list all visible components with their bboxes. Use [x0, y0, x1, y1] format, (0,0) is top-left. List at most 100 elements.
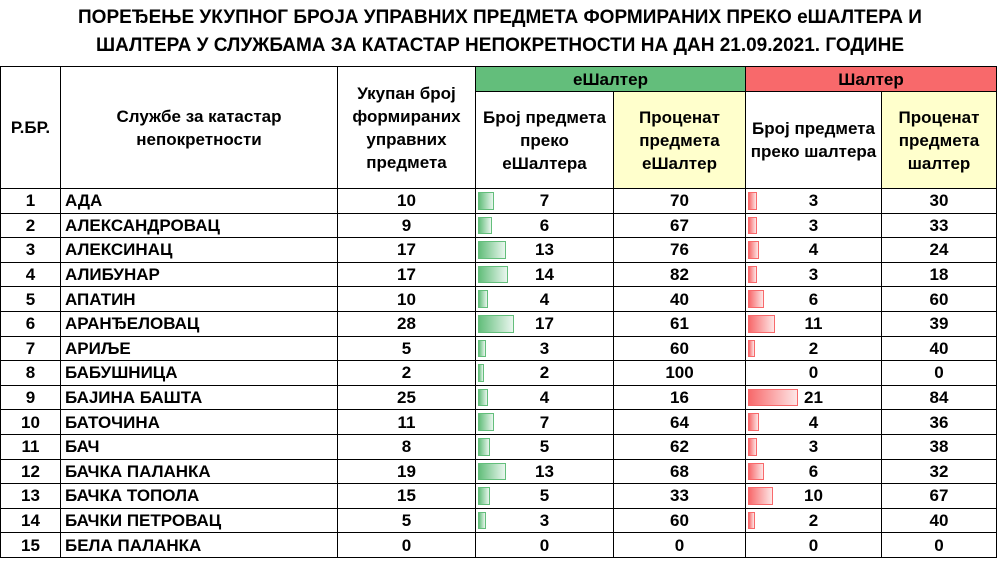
- row-e-count: 7: [475, 188, 614, 214]
- row-e-count-value: 6: [539, 215, 550, 235]
- row-s-pct: 84: [881, 384, 997, 411]
- shalter-data-bar: [748, 462, 764, 481]
- shalter-data-bar: [748, 511, 755, 530]
- row-e-count: 14: [475, 261, 614, 288]
- row-rbr: 11: [0, 433, 61, 460]
- row-s-count: 3: [745, 188, 882, 214]
- table-row: 15 БЕЛА ПАЛАНКА 0 0 0 0 0: [0, 532, 997, 558]
- row-s-count-value: 2: [808, 338, 819, 358]
- row-total: 2: [337, 360, 476, 386]
- shalter-data-bar: [748, 314, 776, 333]
- table-row: 13 БАЧКА ТОПОЛА 15 5 33 10 67: [0, 483, 997, 509]
- table-row: 11 БАЧ 8 5 62 3 38: [0, 433, 997, 460]
- row-total: 19: [337, 458, 476, 485]
- row-s-count-value: 4: [808, 240, 819, 260]
- header-eshalter-group: еШалтер: [475, 66, 746, 92]
- row-e-pct: 60: [613, 507, 746, 534]
- row-s-count-value: 2: [808, 511, 819, 531]
- row-s-pct: 40: [881, 507, 997, 534]
- row-s-count-value: 6: [808, 461, 819, 481]
- row-e-count: 17: [475, 310, 614, 337]
- shalter-data-bar: [748, 339, 755, 358]
- row-s-count-value: 11: [804, 314, 823, 334]
- row-total: 0: [337, 532, 476, 558]
- row-s-pct: 60: [881, 286, 997, 312]
- row-e-count-value: 7: [539, 412, 550, 432]
- row-total: 10: [337, 286, 476, 312]
- shalter-data-bar: [748, 290, 764, 308]
- row-s-pct: 38: [881, 433, 997, 460]
- row-e-count: 7: [475, 409, 614, 435]
- row-service-name: АЛЕКСИНАЦ: [60, 237, 338, 263]
- header-s-count: Број предмета преко шалтера: [745, 91, 882, 189]
- row-e-count-value: 4: [539, 388, 550, 408]
- row-s-count: 6: [745, 286, 882, 312]
- shalter-data-bar: [748, 241, 760, 259]
- row-rbr: 6: [0, 310, 61, 337]
- row-e-count: 4: [475, 286, 614, 312]
- table-row: 9 БАЈИНА БАШТА 25 4 16 21 84: [0, 384, 997, 411]
- eshalter-data-bar: [478, 314, 514, 333]
- table-row: 6 АРАНЂЕЛОВАЦ 28 17 61 11 39: [0, 310, 997, 337]
- eshalter-data-bar: [478, 511, 486, 530]
- row-rbr: 10: [0, 409, 61, 435]
- table-row: 14 БАЧКИ ПЕТРОВАЦ 5 3 60 2 40: [0, 507, 997, 534]
- row-total: 17: [337, 261, 476, 288]
- row-rbr: 14: [0, 507, 61, 534]
- row-service-name: БАЧКИ ПЕТРОВАЦ: [60, 507, 338, 534]
- eshalter-data-bar: [478, 339, 486, 358]
- row-e-count-value: 17: [535, 314, 554, 334]
- row-e-count-value: 5: [539, 437, 550, 457]
- row-e-pct: 70: [613, 188, 746, 214]
- table-row: 5 АПАТИН 10 4 40 6 60: [0, 286, 997, 312]
- eshalter-data-bar: [478, 487, 490, 505]
- row-e-pct: 33: [613, 483, 746, 509]
- row-e-count: 3: [475, 507, 614, 534]
- row-total: 5: [337, 335, 476, 362]
- eshalter-data-bar: [478, 192, 494, 210]
- row-s-count-value: 0: [808, 363, 819, 383]
- shalter-data-bar: [748, 437, 757, 456]
- row-total: 10: [337, 188, 476, 214]
- row-service-name: БАЧКА ПАЛАНКА: [60, 458, 338, 485]
- row-e-count-value: 3: [539, 511, 550, 531]
- table-row: 8 БАБУШНИЦА 2 2 100 0 0: [0, 360, 997, 386]
- shalter-data-bar: [748, 265, 757, 284]
- row-service-name: БАЧКА ТОПОЛА: [60, 483, 338, 509]
- eshalter-data-bar: [478, 265, 508, 284]
- row-s-count-value: 0: [808, 535, 819, 555]
- row-e-count-value: 3: [539, 338, 550, 358]
- row-s-count-value: 3: [808, 191, 819, 211]
- row-e-count: 3: [475, 335, 614, 362]
- row-service-name: БЕЛА ПАЛАНКА: [60, 532, 338, 558]
- table-row: 3 АЛЕКСИНАЦ 17 13 76 4 24: [0, 237, 997, 263]
- comparison-table: Р.БР. Службе за катастар непокретности У…: [0, 66, 997, 558]
- row-e-pct: 16: [613, 384, 746, 411]
- row-rbr: 1: [0, 188, 61, 214]
- row-s-pct: 39: [881, 310, 997, 337]
- row-e-count: 5: [475, 433, 614, 460]
- row-s-pct: 0: [881, 532, 997, 558]
- row-e-count-value: 13: [535, 461, 554, 481]
- row-total: 17: [337, 237, 476, 263]
- row-s-count: 0: [745, 360, 882, 386]
- row-total: 5: [337, 507, 476, 534]
- header-total: Укупан број формираних управних предмета: [337, 66, 476, 189]
- eshalter-data-bar: [478, 241, 506, 259]
- row-total: 25: [337, 384, 476, 411]
- row-e-count-value: 14: [535, 265, 554, 285]
- row-e-count-value: 5: [539, 486, 550, 506]
- row-s-count: 4: [745, 409, 882, 435]
- row-rbr: 2: [0, 212, 61, 239]
- row-service-name: БАЈИНА БАШТА: [60, 384, 338, 411]
- row-rbr: 8: [0, 360, 61, 386]
- row-e-count-value: 2: [539, 363, 550, 383]
- row-rbr: 7: [0, 335, 61, 362]
- title-line-1: ПОРЕЂЕЊЕ УКУПНОГ БРОЈА УПРАВНИХ ПРЕДМЕТА…: [78, 7, 922, 28]
- row-total: 9: [337, 212, 476, 239]
- row-e-count-value: 4: [539, 289, 550, 309]
- row-e-pct: 40: [613, 286, 746, 312]
- row-e-pct: 67: [613, 212, 746, 239]
- table-row: 1 АДА 10 7 70 3 30: [0, 188, 997, 214]
- row-e-pct: 62: [613, 433, 746, 460]
